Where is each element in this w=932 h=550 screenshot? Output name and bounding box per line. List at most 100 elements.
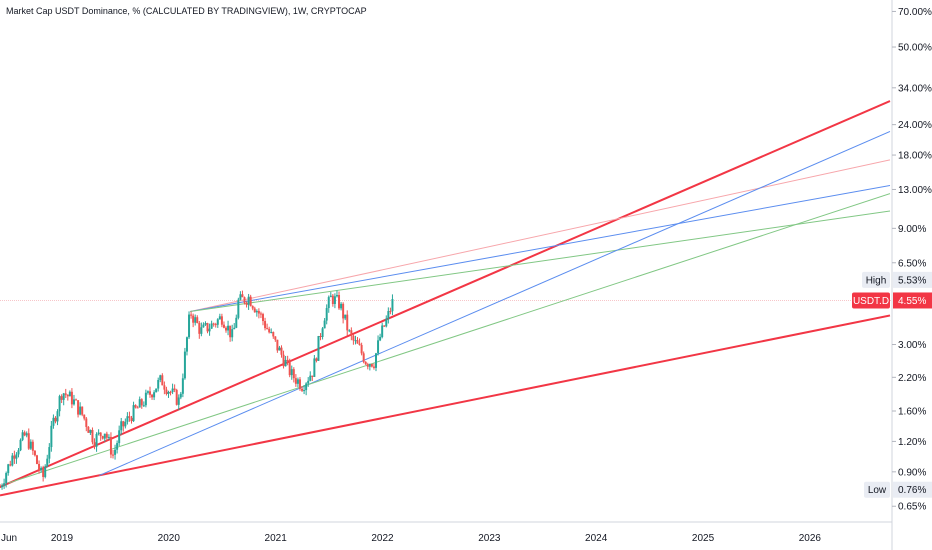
candle-body — [68, 391, 71, 397]
candle-body — [138, 399, 141, 408]
candle-body — [282, 354, 285, 367]
candle-body — [288, 360, 291, 376]
candle-body — [274, 336, 277, 340]
candle-body — [183, 351, 186, 379]
candle-body — [290, 369, 293, 376]
candle-body — [146, 391, 149, 393]
candle-body — [356, 340, 359, 344]
candle-body — [79, 406, 82, 415]
candle-body — [370, 364, 373, 367]
candle-body — [27, 433, 30, 449]
candle-body — [323, 320, 326, 329]
candle-body — [128, 416, 131, 418]
x-tick-label: 2020 — [158, 533, 181, 544]
candle-body — [136, 407, 139, 409]
candle-body — [144, 392, 147, 406]
current-badge-value-bg — [893, 292, 932, 309]
low-badge-value: 0.76% — [898, 485, 926, 496]
candle-body — [321, 328, 324, 337]
candle-body — [70, 391, 73, 405]
candle-body — [344, 314, 347, 319]
y-tick-label: 70.00% — [898, 7, 932, 18]
candle-body — [204, 323, 207, 325]
candle-body — [296, 379, 299, 384]
candle-body — [335, 295, 338, 297]
x-tick-label: 2021 — [265, 533, 288, 544]
candle-body — [167, 391, 170, 394]
candle-body — [319, 336, 322, 338]
candle-body — [327, 297, 330, 309]
candle-body — [50, 425, 53, 448]
candle-body — [109, 436, 112, 455]
candle-body — [261, 314, 264, 322]
candle-body — [366, 364, 369, 367]
candle-body — [284, 359, 287, 367]
candle-body — [148, 391, 151, 395]
candle-body — [75, 399, 78, 401]
x-tick-label: 2023 — [478, 533, 501, 544]
candle-body — [354, 340, 357, 342]
candle-body — [342, 303, 345, 319]
candle-body — [286, 359, 289, 361]
trendline-red-thin — [190, 159, 891, 312]
candle-body — [11, 455, 14, 466]
candle-body — [179, 393, 182, 398]
candles-group — [0, 290, 394, 490]
candle-body — [216, 319, 219, 325]
candle-body — [31, 441, 34, 451]
candle-body — [329, 295, 332, 298]
candle-body — [222, 324, 225, 328]
candle-body — [9, 464, 12, 466]
candle-body — [15, 454, 18, 459]
candle-body — [280, 347, 283, 355]
candle-body — [1, 485, 4, 488]
candle-body — [124, 421, 127, 427]
candle-body — [313, 358, 316, 377]
candle-body — [237, 299, 240, 318]
candle-body — [212, 323, 215, 325]
x-tick-label: 2022 — [371, 533, 394, 544]
badges-group: High 5.53% USDT.D 4.55% Low 0.76% — [852, 271, 932, 498]
y-tick-label: 9.00% — [898, 224, 926, 235]
candle-body — [29, 441, 32, 449]
candle-body — [338, 295, 341, 309]
candle-body — [307, 380, 310, 384]
x-tick-label: 2019 — [51, 533, 74, 544]
candle-body — [257, 310, 260, 314]
candle-body — [200, 327, 203, 334]
candle-body — [241, 294, 244, 298]
candle-body — [77, 400, 80, 415]
candle-body — [315, 358, 318, 361]
candle-body — [391, 299, 394, 312]
candle-body — [268, 328, 271, 333]
candle-body — [348, 330, 351, 332]
candle-body — [190, 314, 193, 316]
candle-body — [301, 388, 304, 391]
candle-body — [0, 486, 1, 488]
candle-body — [38, 463, 41, 471]
candle-body — [126, 416, 129, 422]
high-badge-label-bg — [862, 271, 890, 288]
candle-body — [358, 343, 361, 345]
candle-body — [333, 296, 336, 305]
candle-body — [25, 433, 28, 436]
low-badge-value-bg — [893, 481, 932, 498]
candle-body — [130, 417, 133, 422]
trendline-channel-upper — [0, 100, 891, 488]
candle-body — [177, 397, 180, 405]
candle-body — [198, 322, 201, 334]
candle-body — [305, 383, 308, 391]
candle-body — [385, 318, 388, 327]
candle-body — [93, 442, 96, 447]
y-tick-label: 1.20% — [898, 437, 926, 448]
high-badge-label: High — [866, 275, 887, 286]
candle-body — [218, 316, 221, 320]
y-tick-label: 1.60% — [898, 406, 926, 417]
candle-body — [317, 336, 320, 361]
y-tick-label: 6.50% — [898, 258, 926, 269]
candle-body — [372, 366, 375, 368]
candle-body — [89, 429, 92, 433]
candle-body — [118, 430, 121, 444]
